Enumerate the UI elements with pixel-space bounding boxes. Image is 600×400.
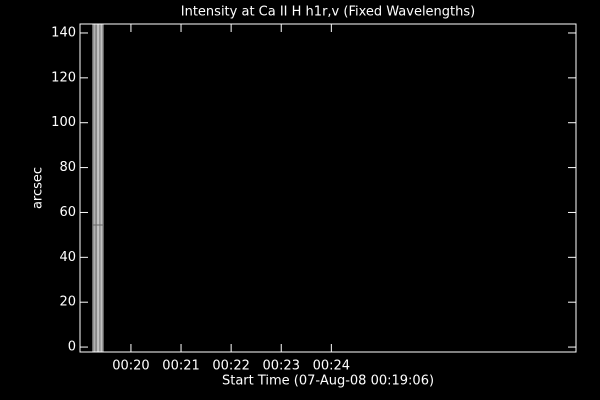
y-tick-label: 40 [59,250,76,265]
x-tick-label: 00:24 [313,359,350,374]
y-tick-label: 140 [51,25,76,40]
plot-frame [79,23,577,353]
y-tick-label: 120 [51,70,76,85]
x-tick-label: 00:23 [263,359,300,374]
y-axis-label: arcsec [31,167,46,209]
x-tick-label: 00:21 [162,359,199,374]
y-tick-label: 80 [59,160,76,175]
y-tick-label: 60 [59,205,76,220]
y-tick-label: 100 [51,115,76,130]
chart-title: Intensity at Ca II H h1r,v (Fixed Wavele… [181,5,475,20]
x-tick-label: 00:20 [112,359,149,374]
x-tick-label: 00:22 [212,359,249,374]
y-tick-label: 0 [68,340,76,355]
image-strip [92,24,104,352]
y-tick-label: 20 [59,295,76,310]
x-axis-label: Start Time (07-Aug-08 00:19:06) [222,374,434,389]
